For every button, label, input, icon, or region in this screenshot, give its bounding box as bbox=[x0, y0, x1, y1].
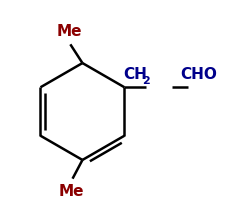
Text: Me: Me bbox=[58, 184, 84, 199]
Text: CHO: CHO bbox=[180, 67, 216, 82]
Text: 2: 2 bbox=[141, 76, 149, 85]
Text: Me: Me bbox=[56, 24, 82, 39]
Text: CH: CH bbox=[123, 67, 147, 82]
